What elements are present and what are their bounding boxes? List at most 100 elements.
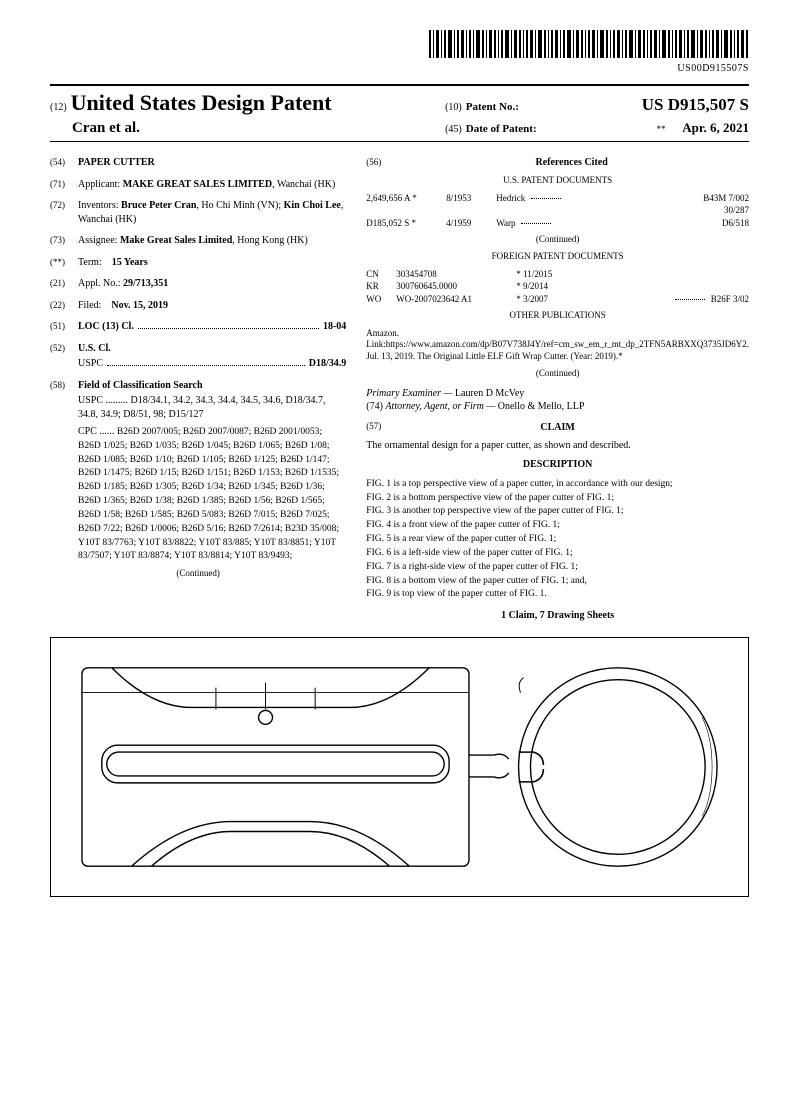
rule-thin — [50, 141, 749, 142]
barcode-number: US00D915507S — [50, 63, 749, 74]
figure-svg — [51, 638, 748, 896]
f1-date: 9/2014 — [523, 281, 548, 291]
desc-7: FIG. 8 is a bottom view of the paper cut… — [366, 575, 749, 588]
f56-num: (56) — [366, 156, 394, 170]
usdoc-0-cls: B43M 7/002 — [679, 192, 749, 205]
foreign-row-1: KR 300760645.0000 * 9/2014 — [366, 280, 749, 293]
f22-label: Filed: — [78, 300, 101, 311]
f51-num: (51) — [50, 320, 78, 334]
f72-label: Inventors: — [78, 200, 119, 211]
f54-title: PAPER CUTTER — [78, 157, 155, 168]
header-row-2: Cran et al. (45) Date of Patent: ** Apr.… — [50, 118, 749, 139]
f71-value: MAKE GREAT SALES LIMITED — [123, 179, 272, 190]
desc-2: FIG. 3 is another top perspective view o… — [366, 505, 749, 518]
f58-cpc: B26D 2007/005; B26D 2007/0087; B26D 2001… — [78, 427, 339, 561]
doc-type: United States Design Patent — [71, 90, 332, 116]
other-pub-title: OTHER PUBLICATIONS — [366, 309, 749, 321]
usdoc-1-cls: D6/518 — [679, 217, 749, 230]
patent-no-label: Patent No.: — [466, 101, 519, 113]
f71-loc: Wanchai (HK) — [277, 179, 335, 190]
foreign-title: FOREIGN PATENT DOCUMENTS — [366, 250, 749, 262]
authors: Cran et al. — [72, 120, 445, 137]
f72-loc1: Ho Chi Minh (VN); — [201, 200, 281, 211]
claim-text: The ornamental design for a paper cutter… — [366, 439, 749, 453]
attorney-label: Attorney, Agent, or Firm — — [385, 401, 495, 412]
us-doc-row-0: 2,649,656 A * 8/1953 Hedrick B43M 7/002 — [366, 192, 749, 205]
columns: (54) PAPER CUTTER (71) Applicant: MAKE G… — [50, 156, 749, 623]
us-docs-title: U.S. PATENT DOCUMENTS — [366, 174, 749, 186]
desc-5: FIG. 6 is a left-side view of the paper … — [366, 547, 749, 560]
f0-date: 11/2015 — [523, 269, 552, 279]
date-stars: ** — [657, 124, 666, 134]
claims-summary: 1 Claim, 7 Drawing Sheets — [366, 609, 749, 623]
desc-6: FIG. 7 is a right-side view of the paper… — [366, 561, 749, 574]
f73-value: Make Great Sales Limited — [120, 235, 232, 246]
rule-thick — [50, 84, 749, 86]
desc-8: FIG. 9 is top view of the paper cutter o… — [366, 588, 749, 601]
f22-num: (22) — [50, 299, 78, 313]
f52-label: U.S. Cl. — [78, 343, 111, 354]
f58-label: Field of Classification Search — [78, 380, 203, 391]
f0-no: 303454708 — [396, 268, 516, 281]
usdoc-1-no: D185,052 S * — [366, 217, 446, 230]
f58-cpc-label: CPC — [78, 426, 97, 437]
usdoc-0-no: 2,649,656 A * — [366, 192, 446, 205]
f58-uspc-label: USPC — [78, 395, 103, 406]
f72-value1: Bruce Peter Cran — [121, 200, 196, 211]
f51-label: LOC (13) Cl. — [78, 320, 134, 334]
us-doc-row-1: D185,052 S * 4/1959 Warp D6/518 — [366, 217, 749, 230]
desc-1: FIG. 2 is a bottom perspective view of t… — [366, 492, 749, 505]
barcode-svg — [429, 30, 749, 58]
f1-no: 300760645.0000 — [396, 280, 516, 293]
f58-num: (58) — [50, 379, 78, 393]
barcode-block — [50, 30, 749, 61]
fterm-num: (**) — [50, 256, 78, 270]
f21-num: (21) — [50, 277, 78, 291]
examiner-label: Primary Examiner — — [366, 388, 452, 399]
patent-no: US D915,507 S — [642, 95, 749, 115]
f51-value: 18-04 — [323, 320, 346, 334]
f72-value2: Kin Choi Lee — [284, 200, 341, 211]
f58-uspc: D18/34.1, 34.2, 34.3, 34.4, 34.5, 34.6, … — [78, 395, 326, 420]
us-doc-row-0b: 30/287 — [366, 204, 749, 217]
f71-num: (71) — [50, 178, 78, 192]
f2-no: WO-2007023642 A1 — [396, 293, 516, 306]
f1-cc: KR — [366, 280, 396, 293]
desc-4: FIG. 5 is a rear view of the paper cutte… — [366, 533, 749, 546]
f73-label: Assignee: — [78, 235, 117, 246]
left-continued: (Continued) — [50, 567, 346, 579]
f21-value: 29/713,351 — [123, 278, 168, 289]
dotted-fill — [138, 321, 319, 329]
right-column: (56) References Cited U.S. PATENT DOCUME… — [366, 156, 749, 623]
usdoc-1-name: Warp — [496, 218, 515, 228]
f56-title: References Cited — [535, 157, 607, 168]
f54-num: (54) — [50, 156, 78, 170]
usdoc-1-date: 4/1959 — [446, 217, 496, 230]
usdoc-0-date: 8/1953 — [446, 192, 496, 205]
desc-3: FIG. 4 is a front view of the paper cutt… — [366, 519, 749, 532]
left-column: (54) PAPER CUTTER (71) Applicant: MAKE G… — [50, 156, 346, 623]
date-label: Date of Patent: — [466, 123, 537, 135]
code-45: (45) — [445, 124, 462, 135]
desc-title: DESCRIPTION — [366, 458, 749, 472]
f52-value: D18/34.9 — [309, 357, 347, 371]
f0-cc: CN — [366, 268, 396, 281]
f22-value: Nov. 15, 2019 — [111, 300, 168, 311]
patent-figure — [50, 637, 749, 897]
f2-cls: B26F 3/02 — [711, 294, 749, 304]
examiner-name: Lauren D McVey — [455, 388, 524, 399]
usdoc-0-sub: 30/287 — [679, 204, 749, 217]
f52-num: (52) — [50, 342, 78, 356]
foreign-row-2: WO WO-2007023642 A1 * 3/2007 B26F 3/02 — [366, 293, 749, 306]
claim-title: CLAIM — [540, 422, 574, 433]
code-10: (10) — [445, 102, 462, 113]
usdoc-0-name: Hedrick — [496, 193, 525, 203]
f72-loc2: Wanchai (HK) — [78, 214, 136, 225]
attorney-name: Onello & Mello, LLP — [498, 401, 585, 412]
other-pub-text: Amazon. Link:https://www.amazon.com/dp/B… — [366, 328, 749, 363]
dotted-fill-2 — [107, 358, 305, 366]
right-continued-1: (Continued) — [366, 233, 749, 245]
f71-label: Applicant: — [78, 179, 120, 190]
f52-sublabel: USPC — [78, 357, 103, 371]
fterm-value: 15 Years — [112, 257, 148, 268]
